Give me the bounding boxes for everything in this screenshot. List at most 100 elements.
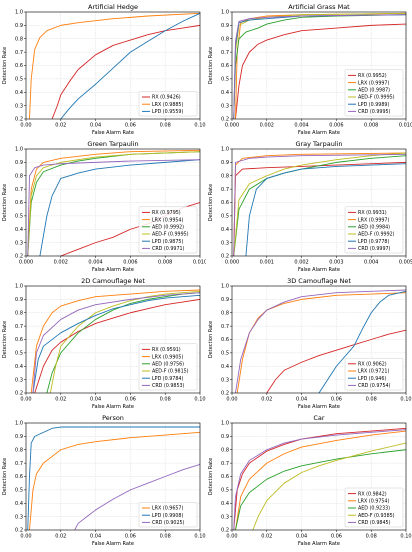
legend-entry: LPD (0.9778) (358, 239, 389, 245)
y-tick-label: 1.0 (221, 421, 229, 427)
series-line (233, 152, 406, 256)
legend-box (138, 343, 198, 391)
y-tick-label: 0.8 (221, 173, 229, 179)
legend-entry: AED-F (0.9815) (152, 369, 189, 375)
plot-frame (231, 11, 407, 120)
y-tick-label: 1.0 (221, 147, 229, 153)
series-line (29, 12, 200, 119)
x-tick-label: 0.010 (193, 260, 206, 266)
series-line (34, 298, 200, 393)
chart-svg: 0.000 0.002 0.004 0.006 0.008 0.010 0.2 0.3 0.4 0… (208, 3, 412, 136)
legend: RX (0.9931)LRX (0.9997) AED (0.9984)AED-F… (344, 206, 404, 254)
plot-frame (231, 285, 407, 394)
y-tick-label: 0.4 (15, 501, 23, 507)
legend-entry: LRX (0.9905) (152, 354, 183, 360)
y-tick-label: 0.6 (221, 63, 229, 69)
chart-svg: 0.00 0.02 0.04 0.06 0.08 0.10 0.2 0.3 0.4 0.5 0.6 0… (208, 414, 412, 547)
x-axis-label: False Alarm Rate (92, 541, 134, 547)
chart-panel: 0.00 0.02 0.04 0.06 0.08 0.10 0.2 0.3 0.4 0.5 0.6 0… (206, 411, 412, 548)
y-tick-label: 0.4 (15, 227, 23, 233)
x-tick-label: 0.10 (194, 534, 205, 540)
y-tick-label: 0.2 (221, 391, 229, 397)
legend-entry: LRX (0.9721) (358, 369, 389, 375)
chart-title: 3D Camouflage Net (287, 277, 351, 285)
y-tick-label: 0.8 (15, 310, 23, 316)
series-line (27, 426, 200, 530)
chart-title: Person (102, 414, 124, 422)
y-tick-label: 0.2 (15, 117, 23, 123)
x-tick-label: 0.00 (20, 123, 31, 129)
series-line (60, 12, 200, 119)
y-tick-label: 0.8 (221, 447, 229, 453)
chart-svg: 0.00 0.02 0.04 0.06 0.08 0.10 0.2 0.3 0.4 0.5 0.6 0… (2, 3, 206, 136)
y-tick-label: 0.6 (15, 200, 23, 206)
legend-entry: CRD (0.9995) (358, 109, 391, 115)
y-axis-label: Detection Rate (208, 321, 214, 358)
x-tick-label: 0.02 (261, 534, 272, 540)
x-tick-label: 0.08 (160, 397, 171, 403)
x-tick-label: 0.10 (194, 397, 205, 403)
y-tick-label: 0.9 (221, 23, 229, 29)
x-tick-label: 0.008 (158, 260, 172, 266)
legend: RX (0.9591)LRX (0.9905) AED (0.9756)AED-F… (138, 343, 198, 391)
y-tick-label: 0.3 (221, 514, 229, 520)
series-line (235, 449, 406, 530)
legend-entry: AED-F (0.9995) (358, 95, 395, 101)
x-tick-label: 0.02 (55, 534, 66, 540)
y-tick-label: 0.9 (15, 160, 23, 166)
legend-entry: LRX (0.9954) (152, 217, 183, 223)
y-tick-label: 0.5 (15, 488, 23, 494)
x-tick-label: 0.00 (20, 534, 31, 540)
x-tick-label: 0.06 (125, 123, 136, 129)
y-tick-label: 0.4 (15, 364, 23, 370)
y-tick-label: 0.7 (15, 324, 23, 330)
series-line (233, 14, 406, 119)
chart-panel: 0.00 0.02 0.04 0.06 0.08 0.10 0.2 0.3 0.4 0.5 0.6 0… (206, 274, 412, 411)
legend-entry: RX (0.9952) (358, 73, 387, 79)
legend-box (138, 91, 198, 117)
x-tick-label: 0.04 (296, 397, 307, 403)
x-tick-label: 0.06 (125, 397, 136, 403)
y-tick-label: 0.2 (15, 528, 23, 534)
legend: RX (0.9426)LRX (0.9885)LPD (0.9559) (138, 91, 198, 117)
chart-svg: 0.00 0.02 0.04 0.06 0.08 0.10 0.2 0.3 0.4 0.5 0.6 0… (208, 277, 412, 410)
series-line (252, 442, 406, 530)
legend-entry: LRX (0.9997) (358, 217, 389, 223)
series-line (27, 159, 200, 256)
plot-frame (25, 285, 201, 394)
chart-panel: 0.00 0.02 0.04 0.06 0.08 0.10 0.2 0.3 0.4 0.5 0.6 0… (0, 274, 206, 411)
legend-entry: RX (0.9842) (358, 491, 387, 497)
legend-box (344, 487, 404, 528)
y-tick-label: 0.5 (221, 214, 229, 220)
y-tick-label: 0.8 (221, 36, 229, 42)
legend-box (344, 206, 404, 254)
legend-entry: AED (0.9987) (358, 88, 390, 94)
series-line (233, 427, 406, 530)
legend-entry: CRD (0.9853) (152, 383, 185, 389)
x-tick-label: 0.06 (125, 534, 136, 540)
x-tick-label: 0.002 (260, 123, 274, 129)
x-tick-label: 0.000 (19, 260, 33, 266)
y-tick-label: 0.6 (15, 474, 23, 480)
x-tick-label: 0.005 (399, 260, 412, 266)
y-tick-label: 0.7 (221, 461, 229, 467)
plot-frame (25, 11, 201, 120)
y-axis-label: Detection Rate (2, 321, 8, 358)
x-tick-label: 0.00 (20, 397, 31, 403)
y-tick-label: 0.2 (221, 254, 229, 260)
chart-panel: 0.000 0.002 0.004 0.006 0.008 0.010 0.2 0.3 0.4 0… (0, 137, 207, 274)
y-tick-label: 0.5 (221, 488, 229, 494)
legend-box (138, 502, 198, 528)
y-axis-label: Detection Rate (208, 47, 214, 84)
legend-entry: LRX (0.9754) (358, 499, 389, 505)
y-tick-label: 0.8 (221, 310, 229, 316)
x-axis-label: False Alarm Rate (298, 267, 340, 273)
y-tick-label: 0.7 (15, 187, 23, 193)
y-tick-label: 0.5 (221, 351, 229, 357)
legend-entry: CRD (0.9997) (358, 246, 391, 252)
y-tick-label: 0.4 (221, 501, 229, 507)
legend-entry: AED-F (0.9385) (358, 513, 395, 519)
y-tick-label: 0.2 (15, 391, 23, 397)
chart-svg: 0.00 0.02 0.04 0.06 0.08 0.10 0.2 0.3 0.4 0.5 0.6 0… (2, 414, 206, 547)
legend-entry: AED (0.9992) (152, 225, 184, 231)
